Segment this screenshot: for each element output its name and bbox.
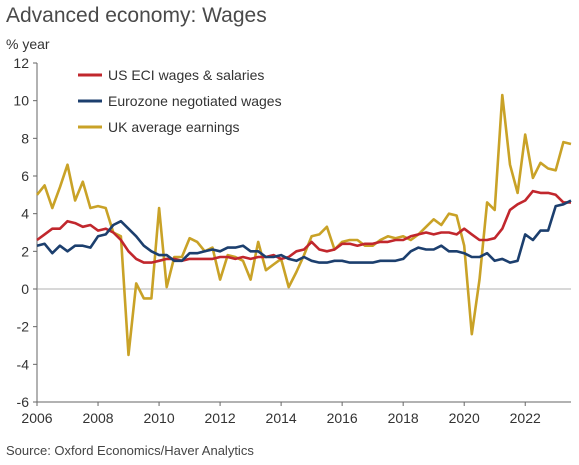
chart-title: Advanced economy: Wages [6, 4, 267, 27]
y-tick-label: -6 [17, 394, 30, 410]
y-tick-label: 8 [21, 130, 29, 146]
source-note: Source: Oxford Economics/Haver Analytics [6, 443, 254, 458]
y-tick-label: 12 [13, 55, 29, 71]
x-tick-label: 2016 [327, 410, 358, 426]
x-tick-label: 2014 [266, 410, 297, 426]
x-tick-label: 2022 [510, 410, 541, 426]
y-tick-label: -2 [17, 319, 30, 335]
y-tick-label: 10 [13, 93, 29, 109]
legend-label-2: UK average earnings [108, 119, 240, 135]
x-tick-label: 2010 [143, 410, 174, 426]
y-tick-label: -4 [17, 356, 30, 372]
y-tick-label: 4 [21, 206, 29, 222]
y-axis-unit-label: % year [6, 36, 50, 52]
series-line-2 [35, 93, 572, 357]
x-tick-label: 2008 [82, 410, 113, 426]
legend-label-0: US ECI wages & salaries [108, 67, 264, 83]
x-tick-label: 2006 [21, 410, 52, 426]
y-tick-label: 0 [21, 281, 29, 297]
series-line-0 [36, 189, 571, 264]
x-tick-label: 2018 [388, 410, 419, 426]
y-tick-label: 2 [21, 243, 29, 259]
x-tick-label: 2012 [205, 410, 236, 426]
series-line-1 [36, 199, 572, 264]
legend-label-1: Eurozone negotiated wages [108, 93, 282, 109]
y-tick-label: 6 [21, 168, 29, 184]
x-tick-label: 2020 [449, 410, 480, 426]
